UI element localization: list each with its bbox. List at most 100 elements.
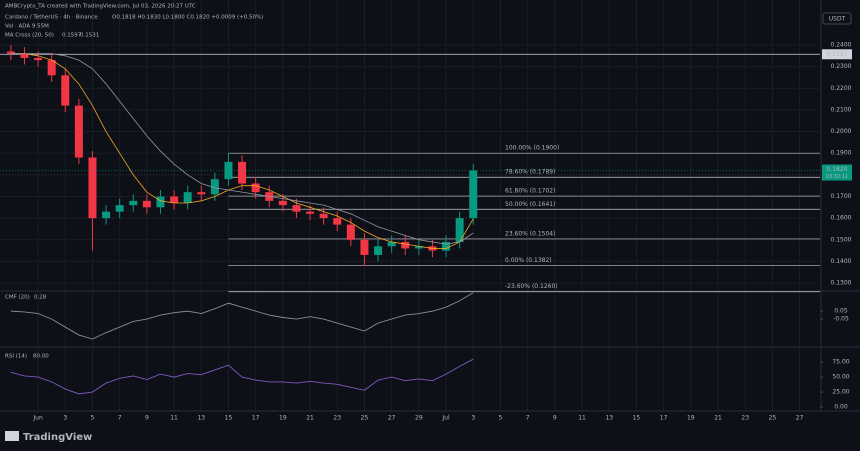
candle-body: [88, 157, 97, 219]
last-price-box: [822, 164, 852, 181]
x-tick-label: 19: [279, 415, 287, 422]
candle-body: [183, 192, 192, 203]
y-tick-label: 0.2200: [831, 85, 852, 92]
candle-body: [74, 105, 83, 158]
candle-body: [61, 75, 70, 106]
rsi-title: RSI (14): [5, 354, 27, 360]
candle-body: [170, 196, 179, 203]
x-tick-label: 5: [499, 415, 503, 422]
candle-body: [401, 241, 410, 249]
y-tick-label: 0.2100: [831, 106, 852, 113]
x-tick-label: 9: [145, 415, 149, 422]
ma50-last: 0.1531: [80, 33, 99, 39]
x-tick-label: 17: [660, 415, 668, 422]
y-tick-label: -0.05: [833, 316, 849, 323]
candle-body: [292, 205, 301, 212]
candle-body: [47, 60, 56, 76]
currency[interactable]: USDT: [829, 16, 846, 23]
fib-label: 78.60% (0.1789): [505, 169, 555, 176]
x-tick-label: Jun: [32, 415, 43, 422]
y-tick-label: 0.1600: [831, 215, 852, 222]
x-tick-label: 29: [415, 415, 423, 422]
x-tick-label: 23: [741, 415, 749, 422]
x-tick-label: Jul: [441, 415, 450, 422]
fib-label: 0.00% (0.1382): [505, 257, 552, 264]
moving-average: [10, 53, 474, 249]
x-tick-label: 27: [796, 415, 804, 422]
candle-body: [20, 53, 29, 58]
indicator-line: [10, 358, 474, 395]
x-tick-label: 17: [252, 415, 260, 422]
ma-label: MA Cross (20, 50): [5, 33, 54, 39]
marked-level-box: [822, 49, 852, 60]
countdown: 03:32:11: [826, 174, 848, 180]
candle-body: [210, 179, 219, 195]
candle-body: [6, 51, 15, 54]
logo-mark[interactable]: [5, 431, 19, 441]
candle-body: [251, 183, 260, 193]
candle-body: [115, 205, 124, 212]
indicator-line: [10, 292, 474, 340]
x-tick-label: 7: [526, 415, 530, 422]
y-tick-label: 75.00: [832, 359, 849, 366]
x-tick-label: 11: [170, 415, 178, 422]
fib-label: 100.00% (0.1900): [505, 145, 559, 152]
candle-body: [346, 224, 355, 240]
x-tick-label: 15: [225, 415, 233, 422]
y-tick-label: 0.2300: [831, 63, 852, 70]
y-tick-label: 0.1400: [831, 258, 852, 265]
x-tick-label: 13: [197, 415, 205, 422]
x-tick-label: 9: [553, 415, 557, 422]
candle-body: [319, 213, 328, 219]
fib-label: 50.00% (0.1641): [505, 201, 555, 208]
symbol: Cardano / TetherUS · 4h · Binance: [5, 15, 98, 21]
marked-level-label: 0.2357: [827, 51, 848, 58]
y-tick-label: 0.1300: [831, 280, 852, 287]
cmf-title: CMF (20): [5, 295, 30, 301]
cmf-last: 0.28: [34, 295, 47, 301]
x-tick-label: 7: [118, 415, 122, 422]
y-tick-label: 0.1900: [831, 150, 852, 157]
candle-body: [455, 218, 464, 242]
last-price-label: 0.1820: [827, 166, 848, 173]
candle-body: [387, 241, 396, 247]
y-tick-label: 0.1500: [831, 236, 852, 243]
y-tick-label: 0.2400: [831, 41, 852, 48]
x-tick-label: 23: [333, 415, 341, 422]
candle-body: [156, 196, 165, 208]
candle-body: [414, 246, 423, 249]
x-tick-label: 3: [63, 415, 67, 422]
candle-body: [34, 57, 43, 61]
fib-label: 61.80% (0.1702): [505, 188, 555, 195]
y-tick-label: 50.00: [832, 374, 849, 381]
rsi-last: 80.00: [33, 354, 49, 360]
x-tick-label: 25: [361, 415, 369, 422]
candle-body: [469, 170, 478, 219]
logo-text[interactable]: TradingView: [23, 432, 92, 443]
x-tick-label: 25: [769, 415, 777, 422]
candle-body: [238, 161, 247, 184]
y-tick-label: 25.00: [832, 389, 849, 396]
moving-average: [10, 53, 474, 245]
candle-body: [129, 200, 138, 206]
currency-box[interactable]: [822, 12, 852, 25]
x-tick-label: 19: [687, 415, 695, 422]
ma20-last: 0.1597: [62, 33, 82, 39]
x-tick-label: 11: [578, 415, 586, 422]
candle-body: [374, 246, 383, 255]
candle-body: [333, 218, 342, 225]
candle-body: [102, 211, 111, 219]
y-tick-label: 0.2000: [831, 128, 852, 135]
y-tick-label: 0.00: [834, 404, 848, 411]
x-tick-label: 21: [714, 415, 722, 422]
x-tick-label: 3: [471, 415, 475, 422]
fib-label: 23.60% (0.1504): [505, 230, 555, 237]
candle-body: [360, 239, 369, 255]
y-tick-label: 0.1700: [831, 193, 852, 200]
candle-body: [442, 241, 451, 251]
candle-body: [142, 200, 151, 208]
credit: AMBCrypto_TA created with TradingView.co…: [5, 4, 196, 10]
x-tick-label: 27: [388, 415, 396, 422]
